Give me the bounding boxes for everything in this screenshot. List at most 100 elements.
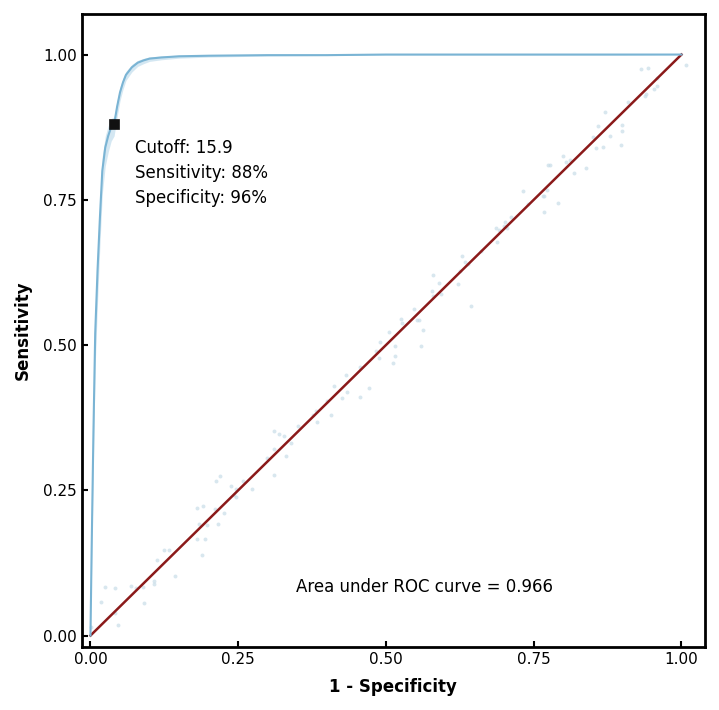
Point (505, 211, 517, 222)
Point (435, 288, 446, 300)
Point (201, 520, 212, 531)
Point (616, 125, 628, 136)
Point (623, 96, 634, 107)
Point (99, 581, 111, 593)
Point (209, 503, 221, 515)
Point (592, 121, 604, 132)
Point (268, 444, 280, 455)
Point (148, 576, 160, 587)
Point (354, 391, 365, 403)
Point (490, 222, 502, 234)
Point (412, 315, 423, 326)
Point (193, 518, 204, 530)
Point (537, 190, 549, 201)
X-axis label: 1 - Specificity: 1 - Specificity (329, 678, 457, 696)
Point (501, 222, 513, 234)
Point (268, 469, 280, 481)
Point (308, 410, 319, 421)
Point (539, 207, 550, 218)
Point (568, 167, 580, 178)
Point (109, 583, 121, 594)
Point (152, 554, 163, 565)
Point (452, 279, 464, 290)
Point (138, 598, 150, 609)
Point (413, 315, 425, 326)
Point (373, 353, 385, 364)
Point (325, 410, 336, 421)
Point (408, 303, 419, 315)
Point (354, 361, 366, 372)
Point (427, 269, 439, 280)
Point (191, 533, 203, 545)
Text: Cutoff: 15.9
Sensitivity: 88%
Specificity: 96%: Cutoff: 15.9 Sensitivity: 88% Specificit… (134, 138, 267, 207)
Point (229, 489, 240, 501)
Point (459, 256, 471, 268)
Point (395, 313, 407, 324)
Point (321, 395, 333, 406)
Point (564, 154, 576, 165)
Point (191, 502, 203, 513)
Point (456, 250, 467, 261)
Point (616, 119, 628, 131)
Y-axis label: Sensitivity: Sensitivity (14, 280, 32, 381)
Point (635, 64, 646, 75)
Point (494, 224, 505, 236)
Point (112, 619, 124, 630)
Point (680, 59, 692, 70)
Point (642, 62, 654, 74)
Point (148, 578, 160, 589)
Point (336, 393, 347, 404)
Point (396, 317, 408, 329)
Point (198, 500, 209, 511)
Point (541, 185, 553, 196)
Point (552, 197, 564, 209)
Point (159, 545, 170, 556)
Point (230, 483, 242, 494)
Point (475, 245, 487, 256)
Point (280, 450, 292, 462)
Point (310, 405, 321, 416)
Point (641, 88, 652, 99)
Point (279, 430, 290, 442)
Point (219, 507, 230, 518)
Point (214, 470, 226, 481)
Point (85, 621, 96, 633)
Point (580, 163, 592, 174)
Point (433, 278, 444, 289)
Point (651, 80, 662, 92)
Point (200, 533, 211, 545)
Point (170, 570, 181, 581)
Point (454, 265, 466, 276)
Point (137, 581, 149, 593)
Text: Area under ROC curve = 0.966: Area under ROC curve = 0.966 (296, 579, 553, 596)
Point (543, 159, 554, 170)
Point (375, 336, 386, 347)
Point (544, 160, 556, 171)
Point (648, 84, 659, 95)
Point (230, 491, 242, 503)
Point (274, 428, 285, 439)
Point (615, 139, 627, 151)
Point (499, 216, 510, 227)
Point (523, 198, 534, 209)
Point (599, 106, 610, 117)
Point (226, 481, 237, 492)
Point (389, 340, 400, 351)
Point (293, 420, 304, 432)
Point (426, 285, 438, 297)
Point (415, 340, 426, 351)
Point (498, 220, 510, 231)
Point (329, 380, 340, 391)
Point (597, 141, 609, 153)
Point (109, 608, 121, 619)
Point (213, 518, 224, 530)
Point (262, 452, 273, 464)
Point (465, 300, 477, 312)
Point (387, 357, 398, 368)
Point (363, 382, 375, 393)
Point (604, 131, 615, 142)
Point (247, 484, 258, 495)
Point (285, 437, 297, 448)
Point (196, 549, 208, 560)
Point (538, 190, 549, 202)
